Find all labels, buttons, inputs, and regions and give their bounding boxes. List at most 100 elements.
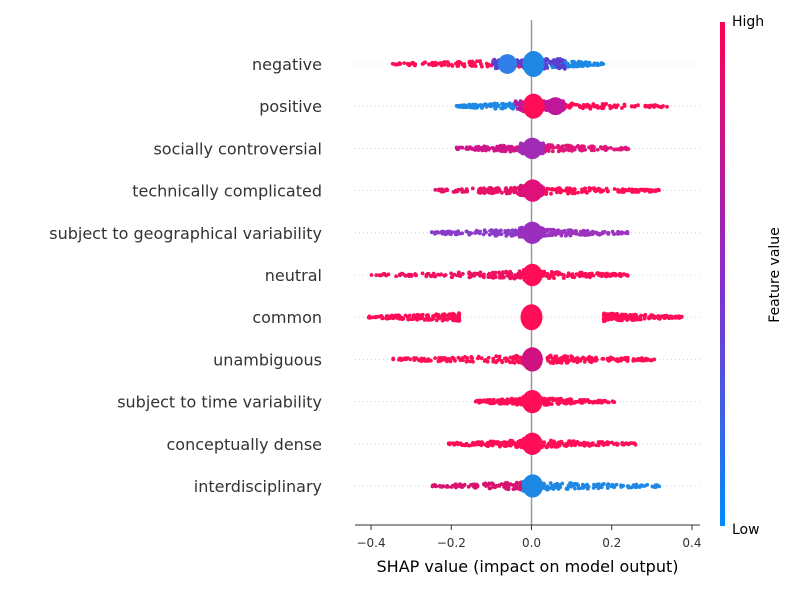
shap-point [554, 354, 559, 359]
shap-point [503, 444, 508, 448]
shap-point [604, 318, 609, 322]
shap-point [566, 397, 570, 402]
shap-point [606, 231, 611, 236]
shap-point [455, 317, 460, 321]
shap-point [473, 271, 477, 276]
shap-point [550, 187, 554, 192]
shap-point [455, 147, 460, 151]
shap-point [466, 484, 471, 489]
shap-point [390, 61, 395, 66]
shap-point [614, 482, 619, 487]
shap-point [601, 357, 606, 361]
shap-point [623, 187, 628, 192]
shap-point [493, 229, 497, 233]
shap-point [401, 357, 406, 362]
shap-point [572, 440, 577, 444]
shap-point [397, 272, 402, 277]
shap-point [497, 357, 502, 362]
shap-point [659, 314, 664, 319]
shap-point [596, 105, 600, 110]
shap-point [486, 400, 490, 405]
shap-point [594, 62, 599, 67]
shap-point [468, 105, 473, 110]
shap-point [476, 356, 480, 361]
shap-point [464, 442, 469, 447]
shap-point [493, 485, 497, 490]
shap-point [588, 106, 593, 111]
shap-point [608, 146, 613, 150]
shap-point [545, 484, 550, 489]
shap-point [394, 274, 398, 279]
shap-point [493, 106, 498, 111]
shap-point [502, 485, 506, 489]
shap-point [449, 271, 454, 276]
shap-point [393, 314, 397, 319]
shap-point [434, 318, 439, 323]
shap-point [570, 355, 574, 360]
shap-point [403, 313, 408, 318]
shap-point [496, 103, 501, 108]
shap-point [483, 148, 488, 153]
shap-point [512, 148, 516, 153]
shap-point [420, 359, 424, 363]
shap-point [634, 190, 639, 194]
shap-point [653, 103, 657, 108]
shap-point [545, 271, 550, 276]
shap-point [614, 441, 619, 446]
feature-label: common [252, 308, 322, 327]
shap-point [579, 486, 584, 490]
shap-point [610, 229, 615, 234]
feature-label: negative [252, 55, 322, 74]
shap-point [408, 61, 413, 66]
shap-point [616, 189, 621, 194]
shap-point [460, 190, 465, 194]
shap-point [644, 187, 649, 192]
shap-point [477, 187, 481, 192]
shap-point [583, 271, 588, 276]
shap-point [467, 60, 472, 65]
shap-point [555, 190, 559, 195]
shap-points [366, 51, 684, 498]
shap-point [554, 397, 559, 401]
shap-point [482, 191, 487, 196]
shap-point [587, 442, 591, 447]
shap-point [577, 103, 582, 108]
shap-point [549, 438, 553, 443]
shap-point [518, 357, 523, 362]
shap-point [519, 58, 524, 63]
shap-point [450, 64, 455, 68]
shap-point [600, 399, 605, 404]
shap-point [551, 272, 556, 277]
shap-point [545, 445, 550, 449]
shap-point [572, 230, 577, 235]
colorbar: High Low Feature value [720, 14, 783, 538]
shap-point [636, 103, 640, 108]
shap-point [603, 102, 608, 107]
shap-point [391, 357, 396, 362]
shap-point [620, 231, 625, 235]
shap-point [448, 231, 452, 236]
shap-point [589, 148, 594, 153]
shap-point [545, 397, 550, 402]
shap-point [382, 271, 387, 276]
shap-point [402, 61, 407, 65]
shap-point [445, 317, 450, 322]
shap-point [673, 314, 678, 319]
shap-point [439, 272, 443, 277]
shap-point [564, 441, 569, 446]
shap-point [556, 270, 560, 275]
shap-point [403, 273, 407, 278]
shap-point [512, 229, 517, 233]
shap-point [474, 229, 479, 234]
shap-point [573, 443, 577, 448]
shap-point [506, 228, 510, 233]
shap-point [410, 317, 414, 321]
x-axis: −0.4 −0.2 0.0 0.2 0.4 [355, 524, 702, 550]
shap-point [429, 230, 434, 235]
shap-point [573, 486, 577, 491]
shap-point [644, 358, 649, 363]
density-bulge [522, 137, 543, 160]
shap-point [493, 270, 498, 275]
shap-point [439, 358, 444, 363]
shap-point [427, 62, 431, 67]
